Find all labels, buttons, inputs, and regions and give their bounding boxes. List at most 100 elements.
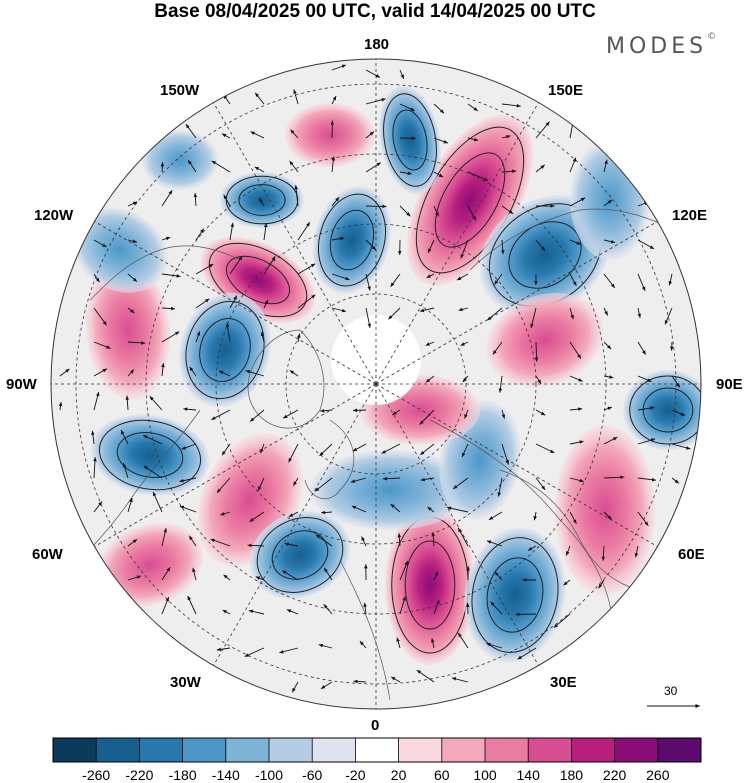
wind-vector	[396, 637, 401, 649]
colorbar-tick-label: 60	[434, 767, 450, 783]
lon-label-60e: 60E	[678, 546, 705, 563]
wind-vector	[420, 477, 435, 482]
wind-vector	[569, 440, 584, 445]
lon-label-30e: 30E	[550, 674, 577, 691]
wind-vector	[263, 256, 276, 275]
wind-vector	[279, 647, 299, 654]
anomaly-blob-20	[72, 207, 168, 293]
wind-vector	[314, 477, 333, 492]
wind-vector	[143, 465, 163, 479]
wind-vector	[263, 223, 268, 241]
wind-vector	[127, 575, 142, 581]
wind-vector	[671, 477, 680, 484]
wind-vector	[294, 185, 299, 207]
wind-vector	[189, 366, 197, 377]
wind-vector	[553, 613, 571, 629]
wind-vector	[93, 341, 111, 349]
wind-vector	[501, 205, 514, 215]
colorbar-cell-11	[528, 738, 572, 762]
wind-vector	[331, 236, 345, 241]
wind-vector	[353, 679, 367, 684]
wind-vector	[487, 307, 503, 321]
colorbar-cell-14	[657, 738, 702, 762]
wind-vector	[603, 341, 612, 350]
wind-vector	[365, 273, 371, 291]
wind-vector	[321, 510, 333, 515]
colorbar-tick-label: 220	[602, 767, 627, 783]
wind-vector	[433, 137, 449, 144]
wind-vector	[127, 538, 138, 547]
wind-vector	[416, 669, 435, 683]
wind-vector	[93, 239, 107, 248]
wind-vector	[452, 477, 469, 490]
wind-vector	[320, 408, 333, 413]
wind-vector	[381, 443, 401, 454]
wind-vector	[603, 511, 612, 520]
wind-vector	[210, 538, 231, 547]
wind-vector	[91, 430, 95, 445]
wind-vector	[161, 236, 171, 241]
wind-vector	[603, 239, 616, 244]
wind-vector	[288, 443, 299, 463]
wind-vector	[535, 239, 546, 252]
colorbar-tick-label: -220	[125, 767, 154, 783]
meridian-1	[375, 98, 542, 385]
wind-vector	[289, 370, 299, 377]
contour-2	[225, 255, 291, 305]
wind-vector	[248, 609, 265, 615]
colorbar-cell-0	[53, 738, 97, 762]
wind-vector	[601, 545, 606, 561]
wind-vector	[93, 273, 100, 283]
wind-vector	[390, 503, 401, 513]
colorbar-frame	[52, 737, 702, 763]
wind-vector	[365, 307, 372, 328]
wind-vector	[668, 273, 673, 286]
wind-vector	[331, 307, 347, 313]
meridian-2	[375, 218, 662, 385]
wind-vector	[93, 391, 100, 411]
wind-vector	[419, 307, 435, 313]
lon-label-90w: 90W	[6, 376, 37, 393]
lon-label-30w: 30W	[170, 674, 201, 691]
wind-vector	[565, 545, 571, 556]
wind-vector	[433, 103, 445, 114]
wind-vector	[187, 595, 197, 615]
wind-vector	[467, 171, 489, 182]
map-border	[50, 58, 702, 710]
wind-vector	[433, 171, 444, 178]
wind-vector	[563, 579, 571, 586]
wind-vector	[419, 409, 435, 425]
wind-vector	[390, 273, 401, 287]
wind-vector	[534, 341, 539, 362]
contour-15	[238, 184, 286, 216]
wind-vector	[598, 579, 605, 589]
wind-vector	[399, 205, 411, 217]
colorbar-cell-7	[355, 738, 400, 762]
wind-vector	[425, 341, 435, 346]
anomaly-blob-13	[378, 85, 442, 195]
wind-vector	[195, 298, 210, 309]
wind-vector	[425, 375, 435, 383]
anomaly-blob-3	[179, 292, 271, 408]
wind-vector	[501, 103, 521, 108]
wind-vector	[211, 160, 231, 173]
wind-vector	[458, 307, 469, 312]
wind-vector	[331, 273, 350, 281]
wind-vector	[249, 511, 265, 523]
wind-vector	[351, 505, 367, 513]
wind-vector	[249, 409, 265, 422]
wind-vector	[161, 306, 176, 311]
wind-vector	[399, 69, 405, 79]
wind-vector	[365, 69, 381, 78]
wind-vector	[220, 511, 231, 516]
wind-vector	[195, 331, 201, 343]
wind-vector	[467, 205, 477, 221]
wind-vector	[603, 307, 609, 316]
wind-vector	[127, 201, 138, 207]
meridian-4	[375, 383, 662, 550]
wind-vector	[229, 295, 238, 309]
wind-vector	[257, 477, 265, 491]
contour-outer-5	[98, 419, 202, 491]
wind-vector	[498, 375, 503, 393]
contour-3	[199, 318, 251, 382]
